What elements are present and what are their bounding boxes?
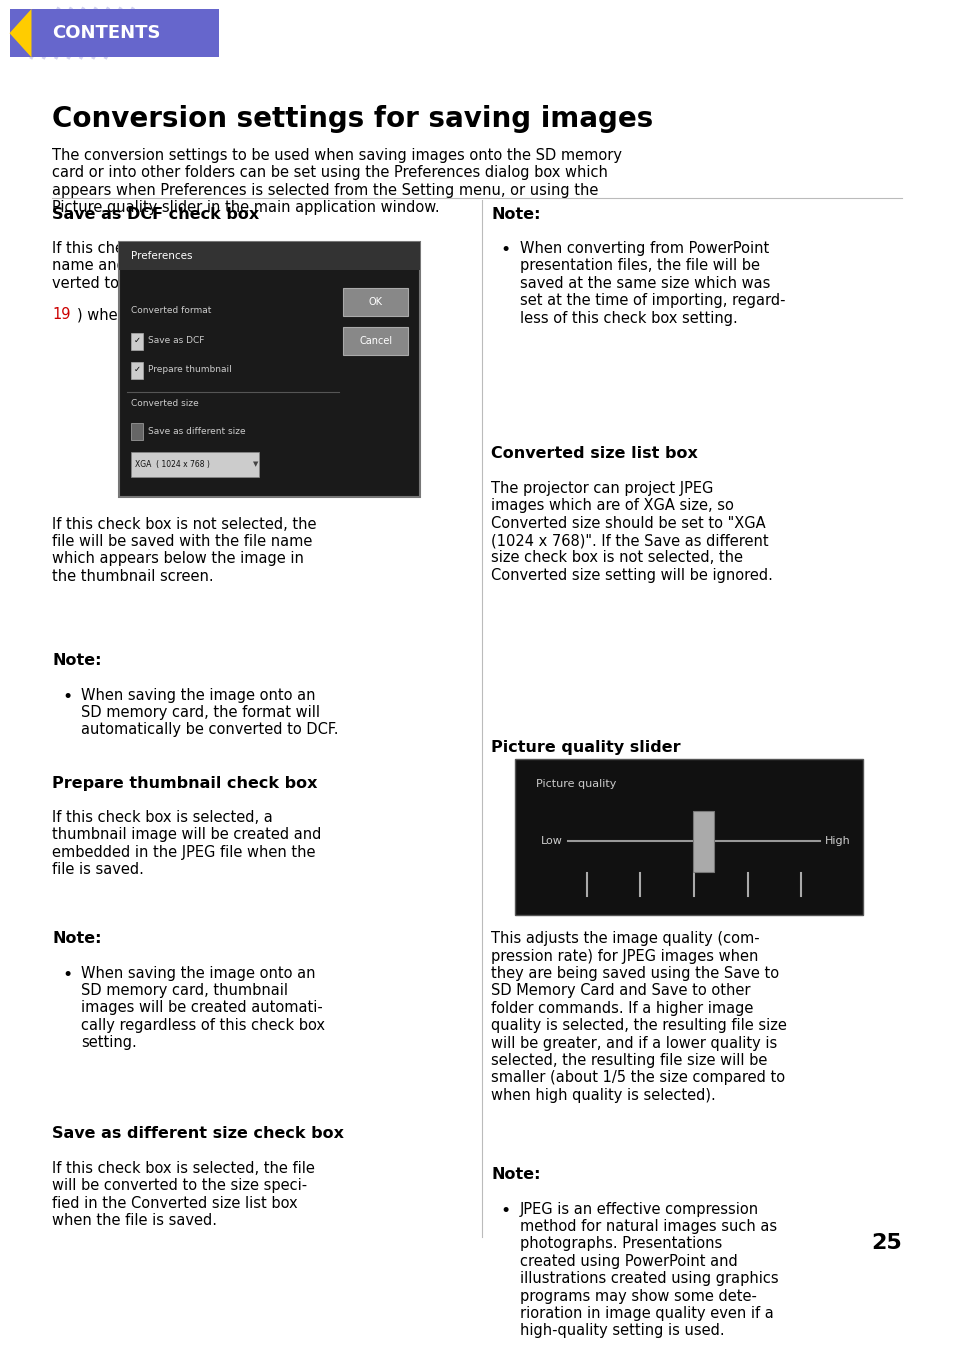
Text: Picture quality slider: Picture quality slider [491,740,680,754]
Text: Converted size list box: Converted size list box [491,446,698,461]
Text: ▼: ▼ [253,461,258,468]
Text: •: • [500,241,511,260]
Text: Low: Low [540,837,562,846]
Text: Picture quality: Picture quality [536,779,616,790]
Text: •: • [62,965,72,984]
Text: Prepare thumbnail: Prepare thumbnail [148,365,232,375]
FancyBboxPatch shape [131,423,143,439]
Text: JPEG is an effective compression
method for natural images such as
photographs. : JPEG is an effective compression method … [519,1202,778,1338]
Text: Save as different size check box: Save as different size check box [52,1126,344,1141]
Text: High: High [824,837,850,846]
Text: This adjusts the image quality (com-
pression rate) for JPEG images when
they ar: This adjusts the image quality (com- pre… [491,932,786,1103]
Text: When converting from PowerPoint
presentation files, the file will be
saved at th: When converting from PowerPoint presenta… [519,241,784,326]
Text: Save as DCF check box: Save as DCF check box [52,207,259,222]
Text: Preferences: Preferences [131,251,192,261]
Text: Note:: Note: [491,1167,540,1182]
FancyBboxPatch shape [131,362,143,379]
Text: ✓: ✓ [133,365,140,375]
Text: If this check box is selected, the file
will be converted to the size speci-
fie: If this check box is selected, the file … [52,1161,315,1228]
Text: When saving the image onto an
SD memory card, the format will
automatically be c: When saving the image onto an SD memory … [81,688,338,737]
FancyBboxPatch shape [119,242,419,498]
Text: Converted format: Converted format [131,306,211,315]
Text: If this check box is selected, the file
name and folder name will be con-
verted: If this check box is selected, the file … [52,241,315,291]
Text: If this check box is selected, a
thumbnail image will be created and
embedded in: If this check box is selected, a thumbna… [52,810,321,877]
Polygon shape [10,9,31,57]
Text: The projector can project JPEG
images which are of XGA size, so
Converted size s: The projector can project JPEG images wh… [491,481,772,583]
FancyBboxPatch shape [131,333,143,350]
Text: Save as DCF: Save as DCF [148,337,204,345]
Text: 19: 19 [52,307,71,322]
FancyBboxPatch shape [515,758,862,914]
Text: OK: OK [369,297,382,307]
Text: Prepare thumbnail check box: Prepare thumbnail check box [52,776,317,791]
Text: ✓: ✓ [133,337,140,345]
FancyBboxPatch shape [692,811,713,872]
Text: Note:: Note: [52,653,102,668]
Text: 25: 25 [870,1233,901,1252]
Text: Note:: Note: [491,207,540,222]
FancyBboxPatch shape [119,242,419,270]
Text: •: • [62,688,72,706]
Text: Conversion settings for saving images: Conversion settings for saving images [52,104,653,132]
Text: XGA  ( 1024 x 768 ): XGA ( 1024 x 768 ) [135,460,210,469]
Text: If this check box is not selected, the
file will be saved with the file name
whi: If this check box is not selected, the f… [52,516,316,584]
Text: Converted size: Converted size [131,399,198,408]
Text: When saving the image onto an
SD memory card, thumbnail
images will be created a: When saving the image onto an SD memory … [81,965,325,1051]
Text: The conversion settings to be used when saving images onto the SD memory
card or: The conversion settings to be used when … [52,147,621,215]
Text: Save as different size: Save as different size [148,427,245,435]
Text: Cancel: Cancel [359,335,392,346]
FancyBboxPatch shape [10,9,219,57]
FancyBboxPatch shape [131,452,259,477]
Text: •: • [500,1202,511,1220]
FancyBboxPatch shape [343,288,408,316]
Text: Note:: Note: [52,932,102,946]
Text: CONTENTS: CONTENTS [52,24,161,42]
Text: ) when the file is saved.: ) when the file is saved. [77,307,253,322]
FancyBboxPatch shape [343,327,408,354]
